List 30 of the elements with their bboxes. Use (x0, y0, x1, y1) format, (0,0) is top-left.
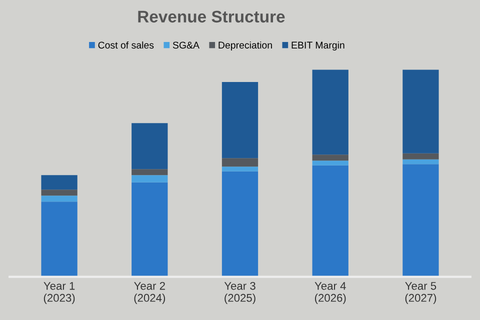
bar (312, 165, 348, 277)
bar (41, 202, 78, 277)
bar (402, 159, 439, 164)
bar (402, 70, 439, 154)
chart-title: Revenue Structure (138, 10, 285, 23)
x-tick-label: Year 3 (2025) (224, 282, 256, 304)
bar (402, 164, 439, 277)
bar (222, 82, 258, 158)
bar (312, 154, 348, 161)
x-tick-label: Year 1 (2023) (44, 282, 75, 304)
x-tick-label: Year 5 (2027) (405, 282, 436, 304)
bar (312, 70, 348, 155)
bar (41, 175, 78, 190)
bar (222, 158, 258, 167)
bar (222, 166, 258, 172)
bar (132, 169, 168, 176)
legend-label: EBIT Margin (292, 41, 344, 51)
bar (132, 123, 168, 170)
legend-label: Cost of sales (98, 41, 154, 49)
legend-label: SG&A (172, 42, 200, 49)
bar (41, 196, 78, 202)
x-tick-label: Year 2 (2024) (134, 282, 166, 304)
bar (132, 175, 168, 182)
bar (312, 160, 348, 166)
x-tick-label: Year 4 (2026) (314, 282, 346, 304)
bar (132, 182, 168, 277)
bar (402, 153, 439, 160)
legend-label: Depreciation (218, 41, 272, 51)
bar (41, 190, 78, 196)
bar (222, 171, 258, 277)
